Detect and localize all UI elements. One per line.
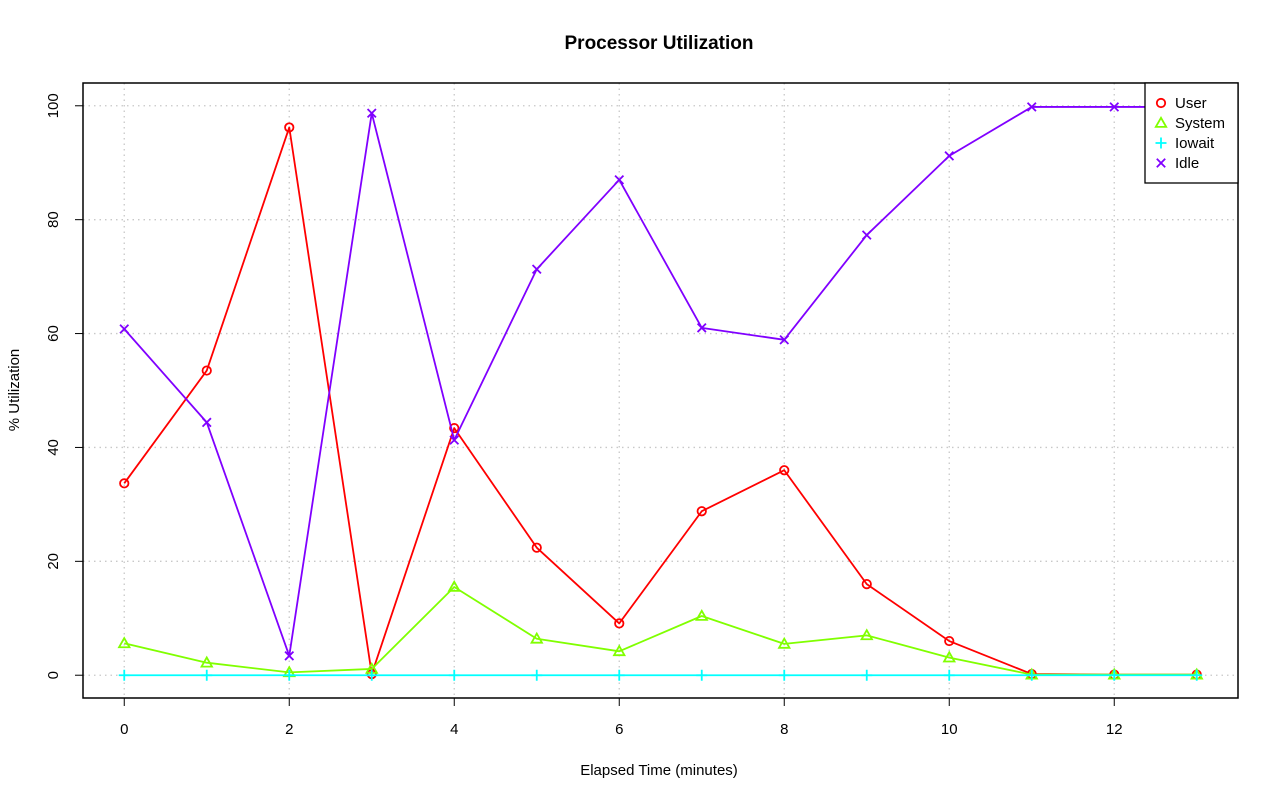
data-point-user: [696, 506, 707, 517]
data-point-system: [117, 636, 132, 649]
data-point-system: [447, 579, 462, 592]
y-tick-label: 0: [45, 671, 62, 679]
data-point-iowait: [861, 669, 873, 681]
data-point-iowait: [201, 669, 213, 681]
data-point-user: [284, 122, 295, 133]
series-line-system: [124, 586, 1197, 676]
x-tick-label: 6: [615, 721, 623, 738]
series-iowait: [118, 669, 1203, 681]
data-point-user: [944, 635, 955, 647]
axes: 0 2 4 6 8 10 12 0 20 40 60 80 100: [45, 93, 1123, 738]
series-system: [117, 579, 1204, 680]
x-tick-label: 8: [780, 721, 788, 738]
data-point-idle: [531, 264, 542, 275]
data-point-iowait: [1108, 669, 1120, 681]
data-point-system: [199, 655, 214, 668]
x-axis-label: Elapsed Time (minutes): [580, 762, 738, 779]
data-point-iowait: [613, 669, 625, 681]
data-point-idle: [449, 435, 460, 445]
x-tick-label: 4: [450, 721, 458, 738]
data-point-iowait: [531, 669, 543, 681]
data-point-system: [694, 608, 709, 621]
legend-marker-user: [1155, 97, 1167, 109]
data-point-system: [942, 650, 957, 663]
data-point-system: [859, 628, 874, 641]
data-point-system: [612, 644, 627, 657]
legend-label-iowait: Iowait: [1175, 135, 1215, 152]
data-point-iowait: [118, 669, 130, 681]
grid: [83, 83, 1238, 698]
data-point-iowait: [1191, 669, 1203, 681]
data-point-user: [531, 542, 542, 553]
data-point-idle: [861, 230, 872, 240]
data-point-iowait: [1026, 669, 1038, 681]
x-tick-label: 2: [285, 721, 293, 738]
series-user: [119, 122, 1202, 680]
data-point-iowait: [448, 669, 460, 681]
series-line-user: [123, 126, 1197, 676]
legend-label-system: System: [1175, 115, 1225, 132]
series-idle: [119, 102, 1202, 661]
y-tick-label: 20: [45, 553, 62, 570]
legend-label-idle: Idle: [1175, 155, 1199, 172]
y-tick-label: 40: [45, 439, 62, 456]
data-point-system: [529, 631, 544, 644]
legend-label-user: User: [1175, 95, 1207, 112]
y-tick-label: 60: [45, 325, 62, 342]
legend-marker-idle: [1156, 158, 1166, 168]
data-point-user: [614, 618, 625, 629]
data-point-idle: [119, 324, 130, 334]
data-point-idle: [366, 108, 377, 119]
data-point-idle: [1026, 102, 1037, 112]
x-tick-label: 10: [941, 721, 958, 738]
data-point-iowait: [943, 669, 955, 681]
data-point-iowait: [366, 669, 378, 681]
data-point-iowait: [283, 669, 295, 681]
legend-marker-iowait: [1155, 137, 1167, 149]
y-tick-label: 100: [45, 93, 62, 118]
legend: User System Iowait Idle: [1144, 82, 1239, 184]
data-point-idle: [1109, 102, 1120, 112]
series-line-idle: [123, 106, 1197, 657]
legend-marker-system: [1154, 115, 1168, 128]
data-point-idle: [779, 334, 790, 345]
data-point-user: [779, 465, 790, 476]
data-point-idle: [201, 417, 212, 428]
x-tick-label: 0: [120, 721, 128, 738]
data-point-user: [861, 579, 872, 590]
x-tick-label: 12: [1106, 721, 1123, 738]
data-point-iowait: [778, 669, 790, 681]
data-point-idle: [944, 151, 955, 161]
data-point-idle: [696, 323, 707, 333]
y-axis-label: % Utilization: [6, 349, 23, 432]
data-point-user: [449, 422, 460, 434]
data-point-idle: [284, 651, 295, 661]
chart-title: Processor Utilization: [565, 33, 754, 54]
data-point-user: [119, 478, 130, 489]
series-layer: [117, 102, 1204, 681]
data-point-idle: [614, 174, 625, 185]
data-point-system: [777, 636, 792, 649]
data-point-user: [201, 365, 212, 376]
data-point-iowait: [696, 669, 708, 681]
y-tick-label: 80: [45, 211, 62, 228]
plot-frame: [82, 82, 1239, 699]
